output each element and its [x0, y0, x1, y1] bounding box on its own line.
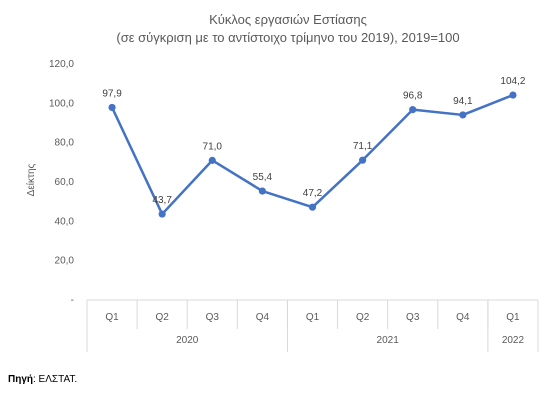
y-axis-label: Δείκτης	[25, 163, 37, 196]
source-label: Πηγή	[8, 374, 33, 385]
data-label: 71,1	[353, 141, 373, 152]
series-layer: 97,9 43,7 71,0 55,4 47,2 71,1 96,8 94,1 104,2	[102, 76, 526, 218]
x-group-label: 2020	[176, 335, 199, 346]
data-point	[509, 91, 517, 99]
y-tick-label: 100,0	[49, 98, 74, 109]
data-point	[409, 106, 417, 114]
y-tick-label: 40,0	[55, 216, 75, 227]
x-group-label: 2022	[502, 335, 525, 346]
data-point	[158, 210, 166, 218]
data-label: 43,7	[152, 195, 172, 206]
data-point	[359, 156, 367, 164]
data-label: 94,1	[453, 96, 473, 107]
x-tick-label: Q3	[406, 312, 420, 323]
data-label: 96,8	[403, 91, 423, 102]
source-note: Πηγή: ΕΛΣΤΑΤ.	[8, 374, 77, 385]
x-group-label: 2021	[377, 335, 400, 346]
data-label: 55,4	[253, 172, 273, 183]
data-label: 104,2	[500, 76, 525, 87]
x-tick-label: Q4	[456, 312, 470, 323]
x-tick-label: Q1	[506, 312, 520, 323]
data-label: 71,0	[203, 141, 223, 152]
data-point	[108, 103, 116, 112]
y-tick-label: 60,0	[55, 177, 75, 188]
x-tick-label: Q2	[155, 312, 169, 323]
x-tick-label: Q2	[356, 312, 370, 323]
data-label: 97,9	[102, 88, 122, 99]
x-tick-label: Q1	[105, 312, 119, 323]
data-point	[459, 111, 467, 119]
data-label: 47,2	[303, 188, 323, 199]
source-text: : ΕΛΣΤΑΤ.	[33, 374, 78, 385]
y-tick-label: 80,0	[55, 138, 75, 149]
y-tick-label: 120,0	[49, 59, 74, 70]
axes: - 20,0 40,0 60,0 80,0 100,0 120,0 Q1 Q2 Q3 Q4 Q1 Q2 Q…	[49, 59, 539, 352]
chart-title: Κύκλος εργασιών Εστίασης	[209, 12, 367, 27]
data-point	[208, 156, 216, 164]
data-point	[258, 187, 266, 195]
x-tick-label: Q3	[206, 312, 220, 323]
x-tick-label: Q4	[256, 312, 270, 323]
y-tick-label: 20,0	[55, 256, 75, 267]
y-tick-label: -	[71, 295, 74, 306]
chart-subtitle: (σε σύγκριση με το αντίστοιχο τρίμηνο το…	[116, 30, 459, 45]
data-point	[308, 203, 317, 211]
x-tick-label: Q1	[306, 312, 320, 323]
